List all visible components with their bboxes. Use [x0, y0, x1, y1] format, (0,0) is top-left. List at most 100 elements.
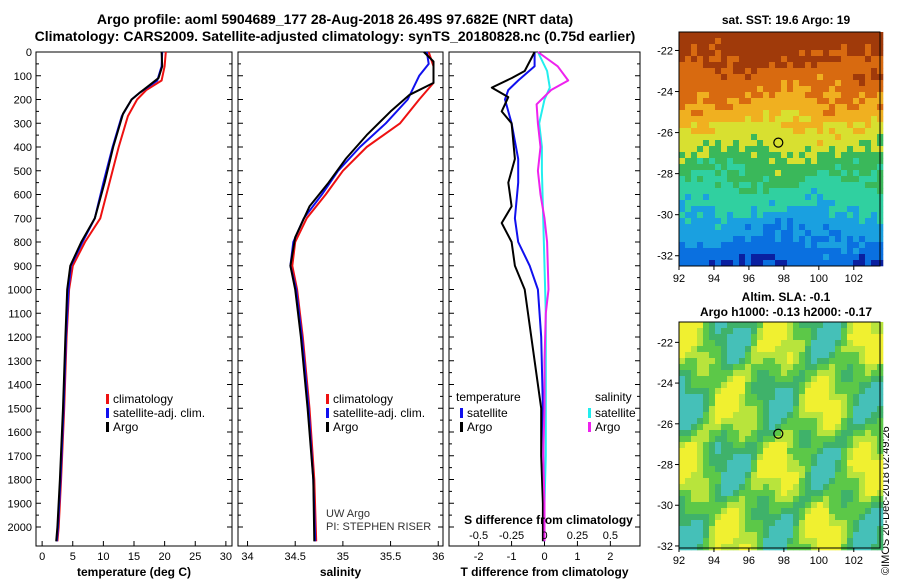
- sst-map-pixel: [757, 248, 764, 255]
- sst-map-pixel: [805, 242, 812, 249]
- sst-map-pixel: [721, 260, 728, 267]
- diff-legend-temperature-title: temperature: [456, 390, 521, 404]
- sla-map-pixel: [841, 346, 848, 353]
- sst-map-pixel: [763, 122, 770, 129]
- sst-map-pixel: [823, 98, 830, 105]
- sla-map-pixel: [727, 526, 734, 533]
- sst-map-pixel: [697, 260, 704, 267]
- sst-map-pixel: [697, 164, 704, 171]
- sla-map-pixel: [703, 460, 710, 467]
- sla-map-pixel: [769, 370, 776, 377]
- salinity-xlabel: salinity: [320, 565, 362, 579]
- sla-map-pixel: [787, 472, 794, 479]
- sla-map-pixel: [757, 538, 764, 545]
- sla-map-pixel: [805, 472, 812, 479]
- sla-map-pixel: [841, 424, 848, 431]
- sst-map-pixel: [847, 176, 854, 183]
- sst-map-pixel: [799, 128, 806, 135]
- sst-map-pixel: [715, 182, 722, 189]
- sla-map-pixel: [829, 472, 836, 479]
- sla-map-pixel: [829, 526, 836, 533]
- sst-map-pixel: [739, 218, 746, 225]
- sst-map-pixel: [865, 212, 872, 219]
- sst-map-pixel: [685, 104, 692, 111]
- sla-map-pixel: [715, 526, 722, 533]
- sla-map-pixel: [685, 436, 692, 443]
- sla-map-pixel: [727, 508, 734, 515]
- sst-map-pixel: [781, 218, 788, 225]
- sst-map-pixel: [871, 248, 878, 255]
- depth-tick-label: 1900: [8, 498, 32, 510]
- sst-map-frame: [678, 31, 881, 267]
- sst-map-pixel: [853, 260, 860, 267]
- sst-map-pixel: [703, 230, 710, 237]
- sst-map-pixel: [811, 32, 818, 39]
- sst-map-pixel: [793, 218, 800, 225]
- sla-map-pixel: [799, 466, 806, 473]
- sla-map-pixel: [709, 394, 716, 401]
- sla-map-pixel: [733, 532, 740, 539]
- sst-map-pixel: [745, 86, 752, 93]
- sla-map-pixel: [865, 412, 872, 419]
- sla-map-lon-label: 92: [673, 555, 685, 567]
- sla-map-pixel: [787, 478, 794, 485]
- sst-map-pixel: [829, 194, 836, 201]
- sst-map-pixel: [769, 128, 776, 135]
- sst-map-pixel: [787, 98, 794, 105]
- sla-map-pixel: [679, 436, 686, 443]
- sla-map-pixel: [763, 400, 770, 407]
- sla-map-pixel: [811, 514, 818, 521]
- sla-map-pixel: [871, 532, 878, 539]
- sla-map-pixel: [727, 448, 734, 455]
- sst-map-pixel: [721, 80, 728, 87]
- sst-map-pixel: [805, 146, 812, 153]
- sla-map-lat-label: -30: [657, 500, 673, 512]
- sst-map-pixel: [859, 188, 866, 195]
- sst-map-pixel: [691, 230, 698, 237]
- sla-map-pixel: [829, 412, 836, 419]
- sla-map-pixel: [787, 502, 794, 509]
- sst-map-pixel: [727, 62, 734, 69]
- sla-map-pixel: [811, 358, 818, 365]
- sla-map-pixel: [865, 358, 872, 365]
- sla-map-pixel: [739, 442, 746, 449]
- sst-map-pixel: [769, 110, 776, 117]
- sst-map-pixel: [769, 224, 776, 231]
- sla-map-pixel: [775, 508, 782, 515]
- sst-map-pixel: [727, 128, 734, 135]
- sla-map-pixel: [793, 508, 800, 515]
- sst-map-pixel: [679, 200, 686, 207]
- sla-map-pixel: [769, 490, 776, 497]
- sla-map-pixel: [751, 484, 758, 491]
- sla-map-pixel: [781, 472, 788, 479]
- sst-map-pixel: [841, 38, 848, 45]
- sst-map-pixel: [709, 38, 716, 45]
- sla-map-pixel: [841, 370, 848, 377]
- sst-map-pixel: [805, 218, 812, 225]
- figure-title-line1: Argo profile: aoml 5904689_177 28-Aug-20…: [96, 11, 574, 27]
- sst-map-pixel: [679, 56, 686, 63]
- sst-map-pixel: [757, 230, 764, 237]
- sst-map-pixel: [817, 212, 824, 219]
- sla-map-pixel: [865, 376, 872, 383]
- sst-map-pixel: [715, 194, 722, 201]
- sst-map-pixel: [721, 182, 728, 189]
- sst-map-pixel: [685, 140, 692, 147]
- sst-map-pixel: [757, 110, 764, 117]
- sst-map-pixel: [865, 74, 872, 81]
- sst-map-pixel: [679, 230, 686, 237]
- sla-map-pixel: [733, 466, 740, 473]
- sla-map-pixel: [829, 454, 836, 461]
- sst-map-pixel: [757, 56, 764, 63]
- sst-map-pixel: [835, 218, 842, 225]
- sst-map-pixel: [859, 248, 866, 255]
- sst-map-pixel: [727, 164, 734, 171]
- sla-map-pixel: [871, 454, 878, 461]
- sst-map-pixel: [859, 182, 866, 189]
- sst-map-pixel: [853, 176, 860, 183]
- sla-map-pixel: [799, 400, 806, 407]
- sst-map-pixel: [733, 176, 740, 183]
- sst-map-pixel: [679, 146, 686, 153]
- sst-map-pixel: [859, 86, 866, 93]
- sla-map-pixel: [709, 460, 716, 467]
